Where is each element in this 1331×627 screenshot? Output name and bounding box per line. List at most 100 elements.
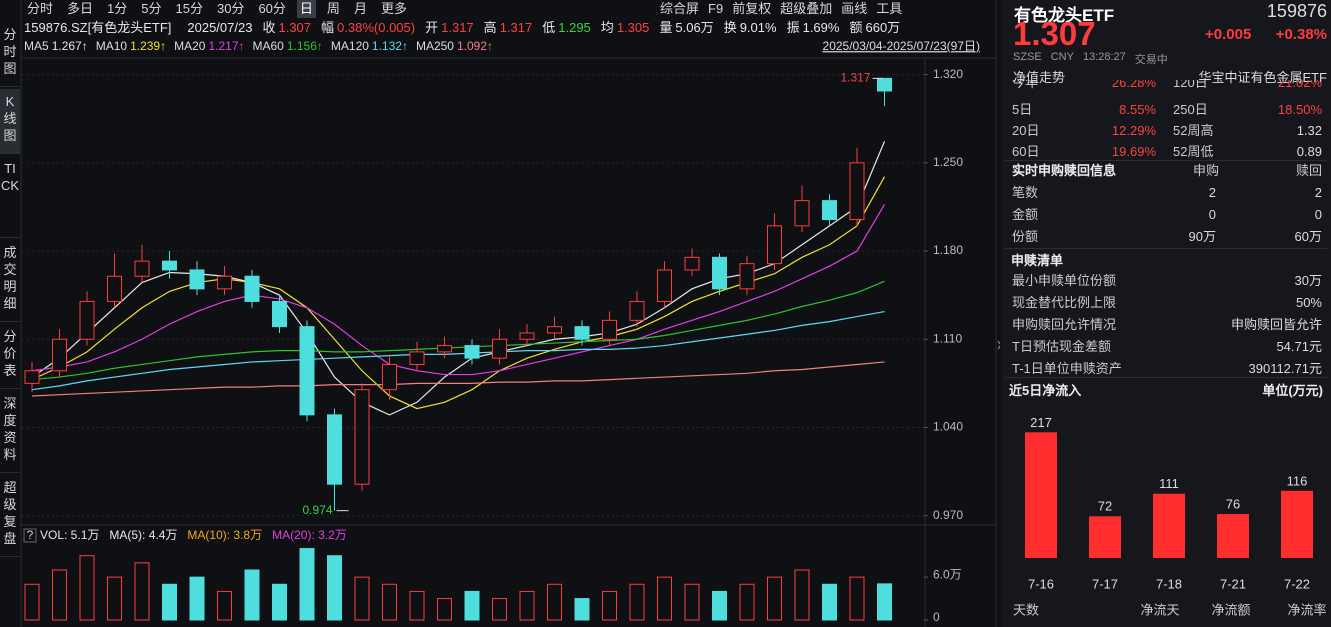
candle-body [547,326,562,334]
candle-body [134,260,150,277]
flow-tab[interactable]: 净流天 [1140,602,1179,617]
legend-name: MA120 [331,39,369,53]
volume-bar [272,583,287,621]
volume-bar [519,590,535,621]
legend-name: MA20 [174,39,206,53]
period-tab[interactable]: 分时 [27,1,54,16]
period-tab[interactable]: 周 [326,1,340,16]
volume-bar [547,583,562,621]
period-tab[interactable]: 更多 [380,1,407,16]
volume-legend: MA(10): 3.8万 [187,528,262,542]
quote-label: 换 [723,20,737,35]
volume-bar [794,569,810,621]
period-tab[interactable]: 15分 [175,1,203,16]
kline-panel: 1.320 1.250 1.180 1.110 1.040 0.970 MA5 1.267↑ M… [0,0,1000,627]
quote-label: 低 [542,20,556,35]
side-tab[interactable]: 分价表 [0,324,20,389]
quote-item: 额 660万 [849,19,900,37]
cell: 0.89 [1296,144,1322,159]
volume-bar [24,583,40,621]
flow-bar [1217,513,1249,558]
tool-button[interactable]: 工具 [876,1,903,16]
flow-title: 近5日净流入 [1009,383,1082,398]
divider [1005,377,1327,378]
period-tab[interactable]: 多日 [67,1,94,16]
candle-body [822,200,837,221]
quote-value: 1.305 [616,20,650,35]
period-tab[interactable]: 5分 [141,1,162,16]
flow-value: 116 [1287,473,1308,488]
period-tab[interactable]: 1分 [107,1,128,16]
period-tab[interactable]: 日 [296,0,316,18]
table-row: 份额 90万 60万 [1008,226,1326,247]
ma-line [31,280,885,381]
divider [1005,248,1327,249]
quote-item: 高 1.317 [484,19,533,37]
candle-body [24,370,40,384]
table-row: 20日 12.29% 52周高 1.32 [1008,120,1326,141]
table-row: T-1日单位申赎资产 390112.71元 [1008,358,1326,379]
cell: 赎回 [1295,163,1322,178]
period-tab[interactable]: 30分 [216,1,245,16]
flow-chart: 217 7-16 72 7-17 111 7-18 76 7-21 116 7-22 天数 净流天 净流… [1013,415,1327,618]
volume-bar [574,598,590,621]
cell: 今年 [1012,80,1039,90]
side-tab[interactable]: 成交明细 [0,240,20,322]
ma-line [31,204,886,376]
volume-bar [409,590,425,621]
y-tick-label: 0.970 [933,508,963,522]
side-tab[interactable]: 深度资料 [0,391,20,473]
basket-title: 申赎清单 [1011,253,1064,268]
candle-body [52,338,67,372]
cell: 390112.71元 [1248,361,1323,376]
flow-tab[interactable]: 天数 [1013,602,1039,617]
volume-bar [739,583,755,621]
tool-button[interactable]: 前复权 [732,1,772,16]
info-panel: 有色龙头ETF 159876 1.307 +0.005 +0.38% SZSE CNY 13:… [1001,0,1331,627]
cell: 申购赎回皆允许 [1230,317,1322,332]
cell: 金额 [1012,207,1039,222]
flow-bar [1153,493,1185,558]
legend-name: MA5 [24,39,49,53]
toolbar: 分时 多日 1分 5分 15分 30分 60分日周月更多 [24,0,410,18]
volume-bar [684,583,700,621]
cell: T-1日单位申赎资产 [1012,361,1122,376]
help-box [23,528,37,543]
tool-button[interactable]: 综合屏 [660,1,700,16]
status-line: SZSE CNY 13:28:27 交易中 [1013,51,1168,67]
quote-value: 1.307 [278,20,312,35]
status: CNY [1050,51,1074,63]
expand-icon[interactable] [997,340,1000,350]
background [0,0,1000,627]
tool-bar: 综合屏 F9 前复权 超级叠加 画线 工具 [660,0,902,18]
tool-button[interactable]: 画线 [841,1,868,16]
flow-bar [1281,490,1313,558]
tool-button[interactable]: F9 [708,1,724,16]
divider [1005,160,1327,161]
flow-value: 72 [1098,499,1112,514]
tool-button[interactable]: 超级叠加 [780,1,833,16]
cell: 60日 [1012,144,1040,159]
flow-unit: 单位(万元) [1262,383,1323,398]
quote-value: 1.317 [499,20,533,35]
side-tab[interactable]: 超级复盘 [0,475,20,557]
quote-label: 均 [600,20,614,35]
quote-item: 振 1.69% [787,19,840,37]
table-row: 5日 8.55% 250日 18.50% [1008,99,1326,120]
status: 13:28:27 [1082,51,1126,63]
ma-line [31,361,885,397]
volume-bar [299,548,315,621]
cell: T日预估现金差额 [1012,339,1111,354]
side-tab[interactable]: TICK [0,156,20,238]
flow-tab[interactable]: 净流额 [1211,602,1250,617]
side-tab[interactable]: 分时图 [0,22,20,87]
legend-value: 1.092↑ [457,39,493,53]
period-tab[interactable]: 月 [353,1,367,16]
quote-label: 幅 [321,20,335,35]
quote-value: 1.69% [802,20,840,35]
flow-tab[interactable]: 净流率 [1287,602,1326,617]
period-tab[interactable]: 60分 [258,1,286,16]
volume-bar [134,562,150,621]
candle-body [382,363,397,391]
side-tab[interactable]: K线图 [0,89,20,154]
